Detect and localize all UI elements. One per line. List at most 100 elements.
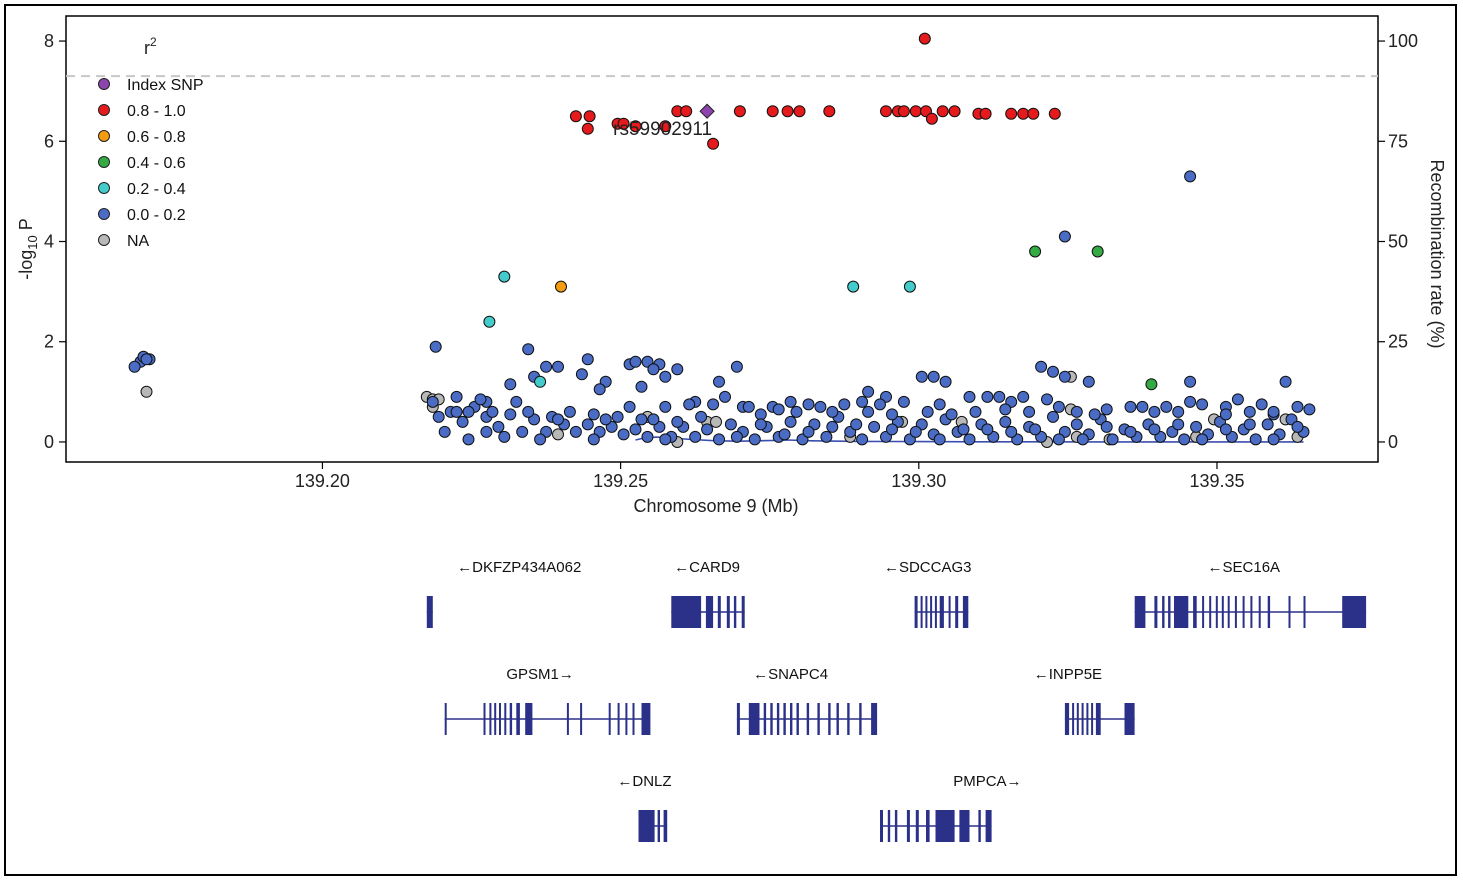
gene-exon — [828, 703, 831, 735]
gene-exon — [948, 596, 951, 628]
snp-point — [909, 425, 922, 438]
snp-point — [838, 398, 851, 411]
gene-exon — [1202, 596, 1205, 628]
snp-point — [862, 385, 875, 398]
snp-point — [486, 405, 499, 418]
snp-point — [1076, 433, 1089, 446]
snp-point — [1047, 365, 1059, 378]
snp-point — [599, 413, 612, 426]
snp-point — [671, 363, 684, 376]
gene-exon — [1174, 596, 1189, 628]
snp-point — [981, 390, 994, 403]
gene-exon — [770, 703, 773, 735]
snp-point — [826, 420, 839, 433]
snp-point — [1172, 418, 1185, 431]
legend: r2 Index SNP 0.8 - 1.0 0.6 - 0.8 0.4 - 0.6 0.… — [98, 35, 203, 250]
snp-point — [886, 408, 898, 421]
gene-exon — [1227, 596, 1230, 628]
gene-label: ←SEC16A — [1208, 559, 1281, 576]
snp-point — [856, 395, 869, 408]
gene-exon — [914, 596, 918, 628]
gene-exon — [847, 703, 850, 735]
snp-point — [781, 105, 794, 118]
gene-exon — [978, 810, 981, 842]
x-tick-label: 139.25 — [593, 471, 648, 491]
gene-exon — [806, 703, 810, 735]
figure-frame — [4, 4, 1457, 876]
gene-exon — [887, 810, 891, 842]
snp-point — [1100, 420, 1113, 433]
gene-label: ←SDCCAG3 — [884, 559, 972, 576]
snp-point — [1027, 107, 1040, 120]
legend-swatch — [98, 156, 110, 168]
gene-label: ←INPP5E — [1034, 666, 1102, 683]
legend-label: 0.4 - 0.6 — [127, 155, 186, 172]
gene-exon — [1162, 596, 1165, 628]
snp-point — [593, 383, 606, 396]
snp-point — [820, 430, 833, 443]
gene-exon — [915, 810, 919, 842]
gene-exon — [935, 810, 955, 842]
snp-point — [510, 395, 523, 408]
snp-point — [1029, 245, 1042, 258]
plot-border — [65, 15, 1379, 463]
snp-point — [1279, 375, 1292, 388]
y-tick-label: 0 — [44, 432, 54, 452]
snp-point — [730, 360, 743, 373]
snp-point — [999, 403, 1012, 416]
legend-label: 0.2 - 0.4 — [127, 181, 186, 198]
y2-tick-label: 100 — [1388, 31, 1418, 51]
snp-point — [629, 120, 642, 133]
snp-point — [587, 408, 600, 421]
snp-point — [534, 375, 547, 388]
snp-point — [659, 370, 672, 383]
gene-pmpca: PMPCA→ — [880, 773, 1022, 842]
snp-point — [647, 413, 660, 426]
snp-point — [516, 425, 529, 438]
legend-title: r2 — [144, 35, 157, 58]
legend-title-sup: 2 — [150, 35, 157, 49]
y-axis-title-sub: 10 — [25, 235, 40, 249]
snp-point — [1196, 433, 1209, 446]
snp-point — [474, 393, 487, 406]
snp-point — [462, 405, 475, 418]
legend-swatch — [98, 130, 110, 142]
snp-point — [826, 405, 839, 418]
snp-point — [140, 353, 153, 366]
snp-point — [710, 415, 722, 428]
gene-exon — [1086, 703, 1089, 735]
snp-point — [748, 433, 761, 446]
gene-exon — [499, 703, 501, 735]
snp-point — [635, 380, 648, 393]
snp-point — [814, 400, 827, 413]
snp-point — [1219, 423, 1232, 436]
gene-label: ←CARD9 — [674, 559, 740, 576]
snp-point — [903, 280, 916, 293]
snp-point — [480, 425, 493, 438]
gene-exon — [817, 703, 820, 735]
gene-exon — [930, 596, 933, 628]
snp-point — [569, 425, 582, 438]
snp-point — [1196, 398, 1209, 411]
snp-point — [724, 418, 737, 431]
gene-label: ←DKFZP434A062 — [457, 559, 581, 576]
snp-point — [939, 375, 952, 388]
snp-point — [432, 410, 445, 423]
series-0-2-0-4 — [483, 270, 916, 388]
snp-point — [1017, 107, 1030, 120]
gene-exon — [748, 703, 760, 735]
snp-point — [587, 433, 600, 446]
snp-point — [498, 430, 511, 443]
x-tick-label: 139.30 — [891, 471, 946, 491]
gene-exon — [525, 703, 533, 735]
snp-point — [897, 395, 910, 408]
gene-exon — [1076, 703, 1079, 735]
snp-point — [450, 405, 463, 418]
gene-exon — [608, 703, 611, 735]
snp-point — [1184, 375, 1197, 388]
series-0-4-0-6 — [1029, 245, 1158, 391]
snp-point — [874, 398, 886, 411]
snp-point — [450, 390, 463, 403]
gene-exon — [426, 596, 433, 628]
snp-point — [754, 418, 767, 431]
